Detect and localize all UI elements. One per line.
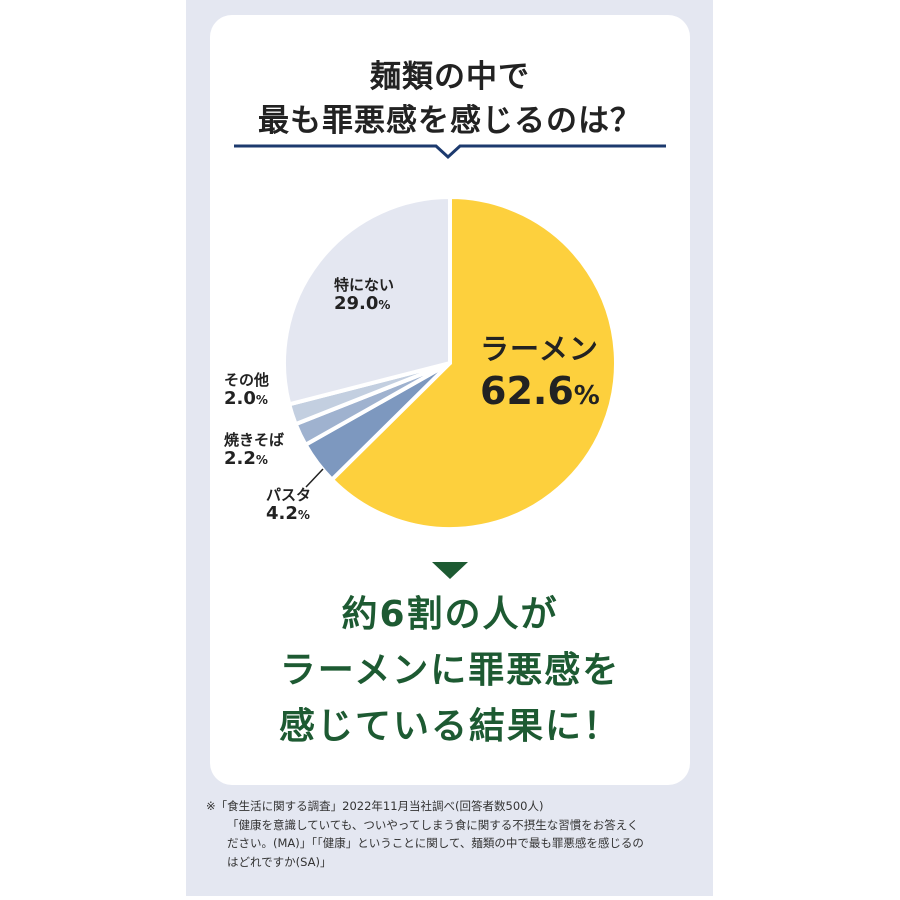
conclusion-text: 約6割の人が ラーメンに罪悪感を 感じている結果に！	[210, 587, 690, 755]
footnote-line-3: ださい。(MA)」「「健康」ということに関して、麺類の中で最も罪悪感を感じるの	[227, 836, 644, 850]
title-underline-chevron	[234, 144, 666, 160]
conclusion-line-2: ラーメンに罪悪感を	[279, 650, 621, 691]
infographic-panel: 麺類の中で 最も罪悪感を感じるのは？ ラーメン 62.6% 特にない 29.0%…	[186, 0, 713, 896]
label-other: その他 2.0%	[224, 371, 270, 410]
footnote-line-2: 「健康を意識していても、ついやってしまう食に関する不摂生な習慣をお答えく	[227, 817, 639, 832]
label-yakisoba: 焼きそば 2.2%	[224, 431, 285, 470]
slice-ramen	[329, 195, 618, 531]
down-triangle-icon	[432, 562, 468, 579]
title-line-2: 最も罪悪感を感じるのは？	[258, 103, 642, 139]
conclusion-line-1: 約6割の人が	[341, 594, 559, 635]
survey-card: 麺類の中で 最も罪悪感を感じるのは？ ラーメン 62.6% 特にない 29.0%…	[210, 15, 690, 785]
slice-none	[282, 195, 452, 407]
label-pasta: パスタ 4.2%	[266, 486, 312, 525]
footnote-line-4: はどれですか(SA)」	[227, 854, 332, 869]
label-none: 特にない 29.0%	[334, 276, 395, 315]
footnote-line-1: ※「食生活に関する調査」2022年11月当社調べ(回答者数500人)	[206, 799, 544, 813]
chart-title: 麺類の中で 最も罪悪感を感じるのは？	[210, 55, 690, 143]
title-line-1: 麺類の中で	[370, 59, 530, 95]
survey-footnote: ※「食生活に関する調査」2022年11月当社調べ(回答者数500人) 「健康を意…	[206, 797, 706, 871]
label-ramen: ラーメン 62.6%	[480, 332, 600, 414]
pasta-leader-line	[305, 468, 324, 488]
pie-chart	[282, 195, 618, 531]
conclusion-line-3: 感じている結果に！	[278, 706, 621, 747]
